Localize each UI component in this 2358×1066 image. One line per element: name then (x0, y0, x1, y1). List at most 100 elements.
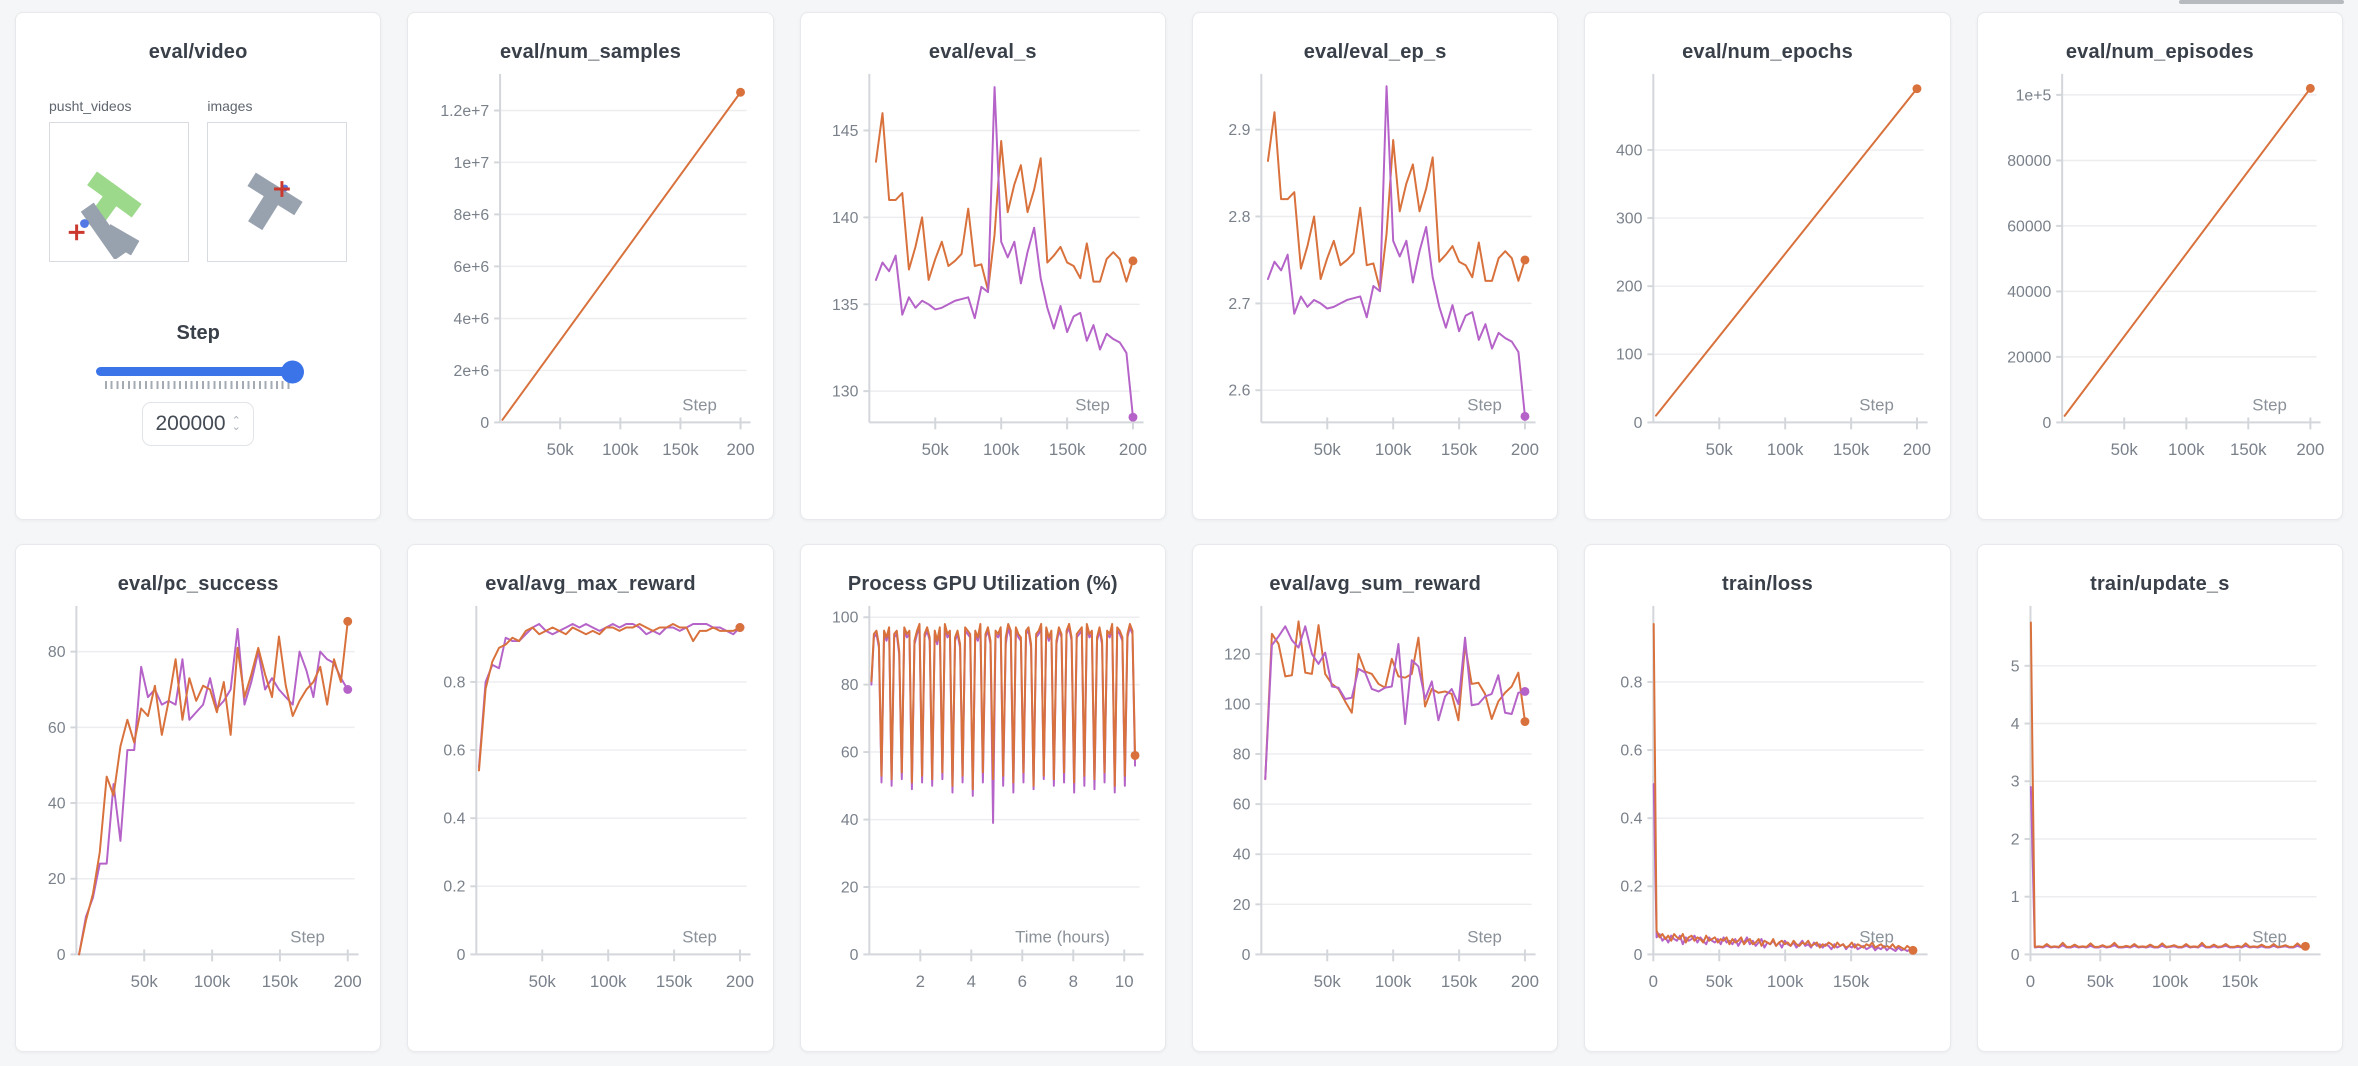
line-chart[interactable]: 130 135 140 145 50k 100k 150k 200 Step (801, 66, 1165, 480)
line-chart[interactable]: 0 2e+6 4e+6 6e+6 8e+6 1e+7 1.2e+7 50k 100k 150k 20… (408, 66, 772, 480)
svg-text:100k: 100k (1767, 972, 1804, 991)
svg-text:0: 0 (1634, 947, 1643, 964)
chart-svg: 0 1 2 3 4 5 0 50k 100k 150k Step (2010, 605, 2321, 991)
svg-text:4e+6: 4e+6 (454, 311, 490, 328)
step-slider-label: Step (176, 322, 220, 344)
stepper-arrows-icon[interactable]: ⌃ ⌄ (231, 415, 241, 433)
horizontal-scrollbar-thumb[interactable] (2179, 0, 2344, 4)
panel-eval-eval-ep-s: eval/eval_ep_s 2.6 2.7 2.8 2.9 50k 100k 150k 20… (1192, 12, 1559, 520)
svg-text:150k: 150k (262, 972, 299, 991)
svg-text:100k: 100k (1375, 440, 1412, 459)
chart-svg: 0 100 200 300 400 50k 100k 150k 200 Step (1616, 73, 1931, 459)
media-item-pusht-videos: pusht_videos (49, 98, 189, 262)
line-chart[interactable]: 0 20 40 60 80 100 120 50k 100k 150k 200 Step (1193, 598, 1557, 1012)
svg-text:0: 0 (2025, 972, 2034, 991)
svg-text:140: 140 (832, 210, 859, 227)
svg-text:50k: 50k (921, 440, 949, 459)
svg-text:400: 400 (1616, 142, 1643, 159)
svg-text:50k: 50k (131, 972, 159, 991)
svg-text:0: 0 (1649, 972, 1658, 991)
svg-text:Step: Step (2252, 928, 2287, 947)
chart-title: eval/avg_sum_reward (1269, 573, 1482, 595)
chart-title: eval/pc_success (117, 573, 279, 595)
svg-text:4: 4 (2010, 716, 2019, 733)
chart-title: train/loss (1722, 573, 1813, 595)
svg-text:50k: 50k (1314, 440, 1342, 459)
svg-text:200: 200 (1616, 279, 1643, 296)
line-chart[interactable]: 2.6 2.7 2.8 2.9 50k 100k 150k 200 Step (1193, 66, 1557, 480)
svg-text:6: 6 (1017, 972, 1026, 991)
slider-ruler-ticks (105, 381, 292, 389)
svg-text:150k: 150k (1049, 440, 1086, 459)
chart-svg: 0 20 40 60 80 100 2 4 6 8 10 Time (hours) (832, 605, 1144, 991)
step-input[interactable]: 200000 ⌃ ⌄ (142, 402, 255, 446)
panel-eval-num-episodes: eval/num_episodes 0 20000 40000 60000 80000 1… (1976, 12, 2343, 520)
svg-text:50k: 50k (547, 440, 575, 459)
step-slider[interactable] (96, 360, 305, 389)
video-thumbnail[interactable] (49, 122, 189, 262)
svg-text:1: 1 (2010, 889, 2019, 906)
svg-text:200: 200 (1511, 440, 1539, 459)
svg-text:150k: 150k (2221, 972, 2258, 991)
svg-text:80: 80 (840, 677, 858, 694)
svg-text:50k: 50k (1706, 440, 1734, 459)
chart-title: eval/avg_max_reward (485, 573, 696, 595)
step-value[interactable]: 200000 (155, 412, 226, 435)
svg-text:40000: 40000 (2007, 284, 2051, 301)
svg-text:0: 0 (849, 947, 858, 964)
slider-track[interactable] (96, 360, 305, 383)
line-chart[interactable]: 0 20000 40000 60000 80000 1e+5 50k 100k 150k 200 S… (1978, 66, 2342, 480)
svg-text:100k: 100k (602, 440, 639, 459)
svg-text:100k: 100k (983, 440, 1020, 459)
gray-t-shape (80, 202, 140, 261)
svg-text:Step: Step (1860, 396, 1895, 415)
svg-text:0: 0 (481, 415, 490, 432)
svg-text:0: 0 (57, 947, 66, 964)
svg-text:Step: Step (1467, 396, 1502, 415)
line-chart[interactable]: 0 0.2 0.4 0.6 0.8 50k 100k 150k 200 Step (408, 598, 772, 1012)
line-chart[interactable]: 0 100 200 300 400 50k 100k 150k 200 Step (1585, 66, 1949, 480)
panel-train-loss: train/loss 0 0.2 0.4 0.6 0.8 0 50k 100k 150k Step (1584, 544, 1951, 1052)
line-chart[interactable]: 0 1 2 3 4 5 0 50k 100k 150k Step (1978, 598, 2342, 1012)
chart-title: eval/num_samples (499, 41, 682, 63)
svg-text:100k: 100k (590, 972, 627, 991)
svg-text:80: 80 (1233, 746, 1251, 763)
svg-text:8e+6: 8e+6 (454, 207, 490, 224)
svg-text:2: 2 (2010, 831, 2019, 848)
pusht-image-icon (247, 172, 303, 231)
svg-text:Step: Step (683, 928, 718, 947)
slider-thumb[interactable] (281, 360, 305, 383)
svg-text:145: 145 (832, 123, 859, 140)
svg-text:80: 80 (48, 644, 66, 661)
svg-text:1e+5: 1e+5 (2015, 87, 2051, 104)
svg-text:2.7: 2.7 (1228, 296, 1250, 313)
chart-svg: 0 20 40 60 80 50k 100k 150k 200 Step (48, 605, 362, 991)
svg-text:150k: 150k (1833, 972, 1870, 991)
svg-text:200: 200 (727, 440, 755, 459)
svg-text:100k: 100k (194, 972, 231, 991)
chart-svg: 0 20000 40000 60000 80000 1e+5 50k 100k 150k 200 S… (2007, 73, 2324, 459)
media-item-images: images (207, 98, 348, 262)
pusht-scene-icon (68, 171, 142, 261)
panel-eval-avg-sum-reward: eval/avg_sum_reward 0 20 40 60 80 100 120 50k 10… (1192, 544, 1559, 1052)
svg-text:150k: 150k (663, 440, 700, 459)
svg-text:80000: 80000 (2007, 153, 2051, 170)
image-thumbnail[interactable] (207, 122, 348, 262)
svg-text:2e+6: 2e+6 (454, 363, 490, 380)
svg-text:0.8: 0.8 (1621, 674, 1643, 691)
svg-text:20: 20 (48, 871, 66, 888)
line-chart[interactable]: 0 20 40 60 80 50k 100k 150k 200 Step (16, 598, 380, 1012)
svg-text:0.2: 0.2 (444, 879, 466, 896)
line-chart[interactable]: 0 0.2 0.4 0.6 0.8 0 50k 100k 150k Step (1585, 598, 1949, 1012)
svg-text:3: 3 (2010, 774, 2019, 791)
chart-title: Process GPU Utilization (%) (847, 573, 1118, 595)
svg-text:Step: Step (1075, 396, 1110, 415)
panel-eval-video: eval/video pusht_videos (15, 12, 382, 520)
svg-text:Step: Step (683, 396, 718, 415)
chart-title: eval/eval_ep_s (1303, 41, 1447, 63)
line-chart[interactable]: 0 20 40 60 80 100 2 4 6 8 10 Time (hours) (801, 598, 1165, 1012)
panel-eval-avg-max-reward: eval/avg_max_reward 0 0.2 0.4 0.6 0.8 50k 100k… (407, 544, 774, 1052)
svg-text:150k: 150k (1441, 440, 1478, 459)
svg-text:20: 20 (1233, 897, 1251, 914)
svg-text:120: 120 (1224, 646, 1251, 663)
